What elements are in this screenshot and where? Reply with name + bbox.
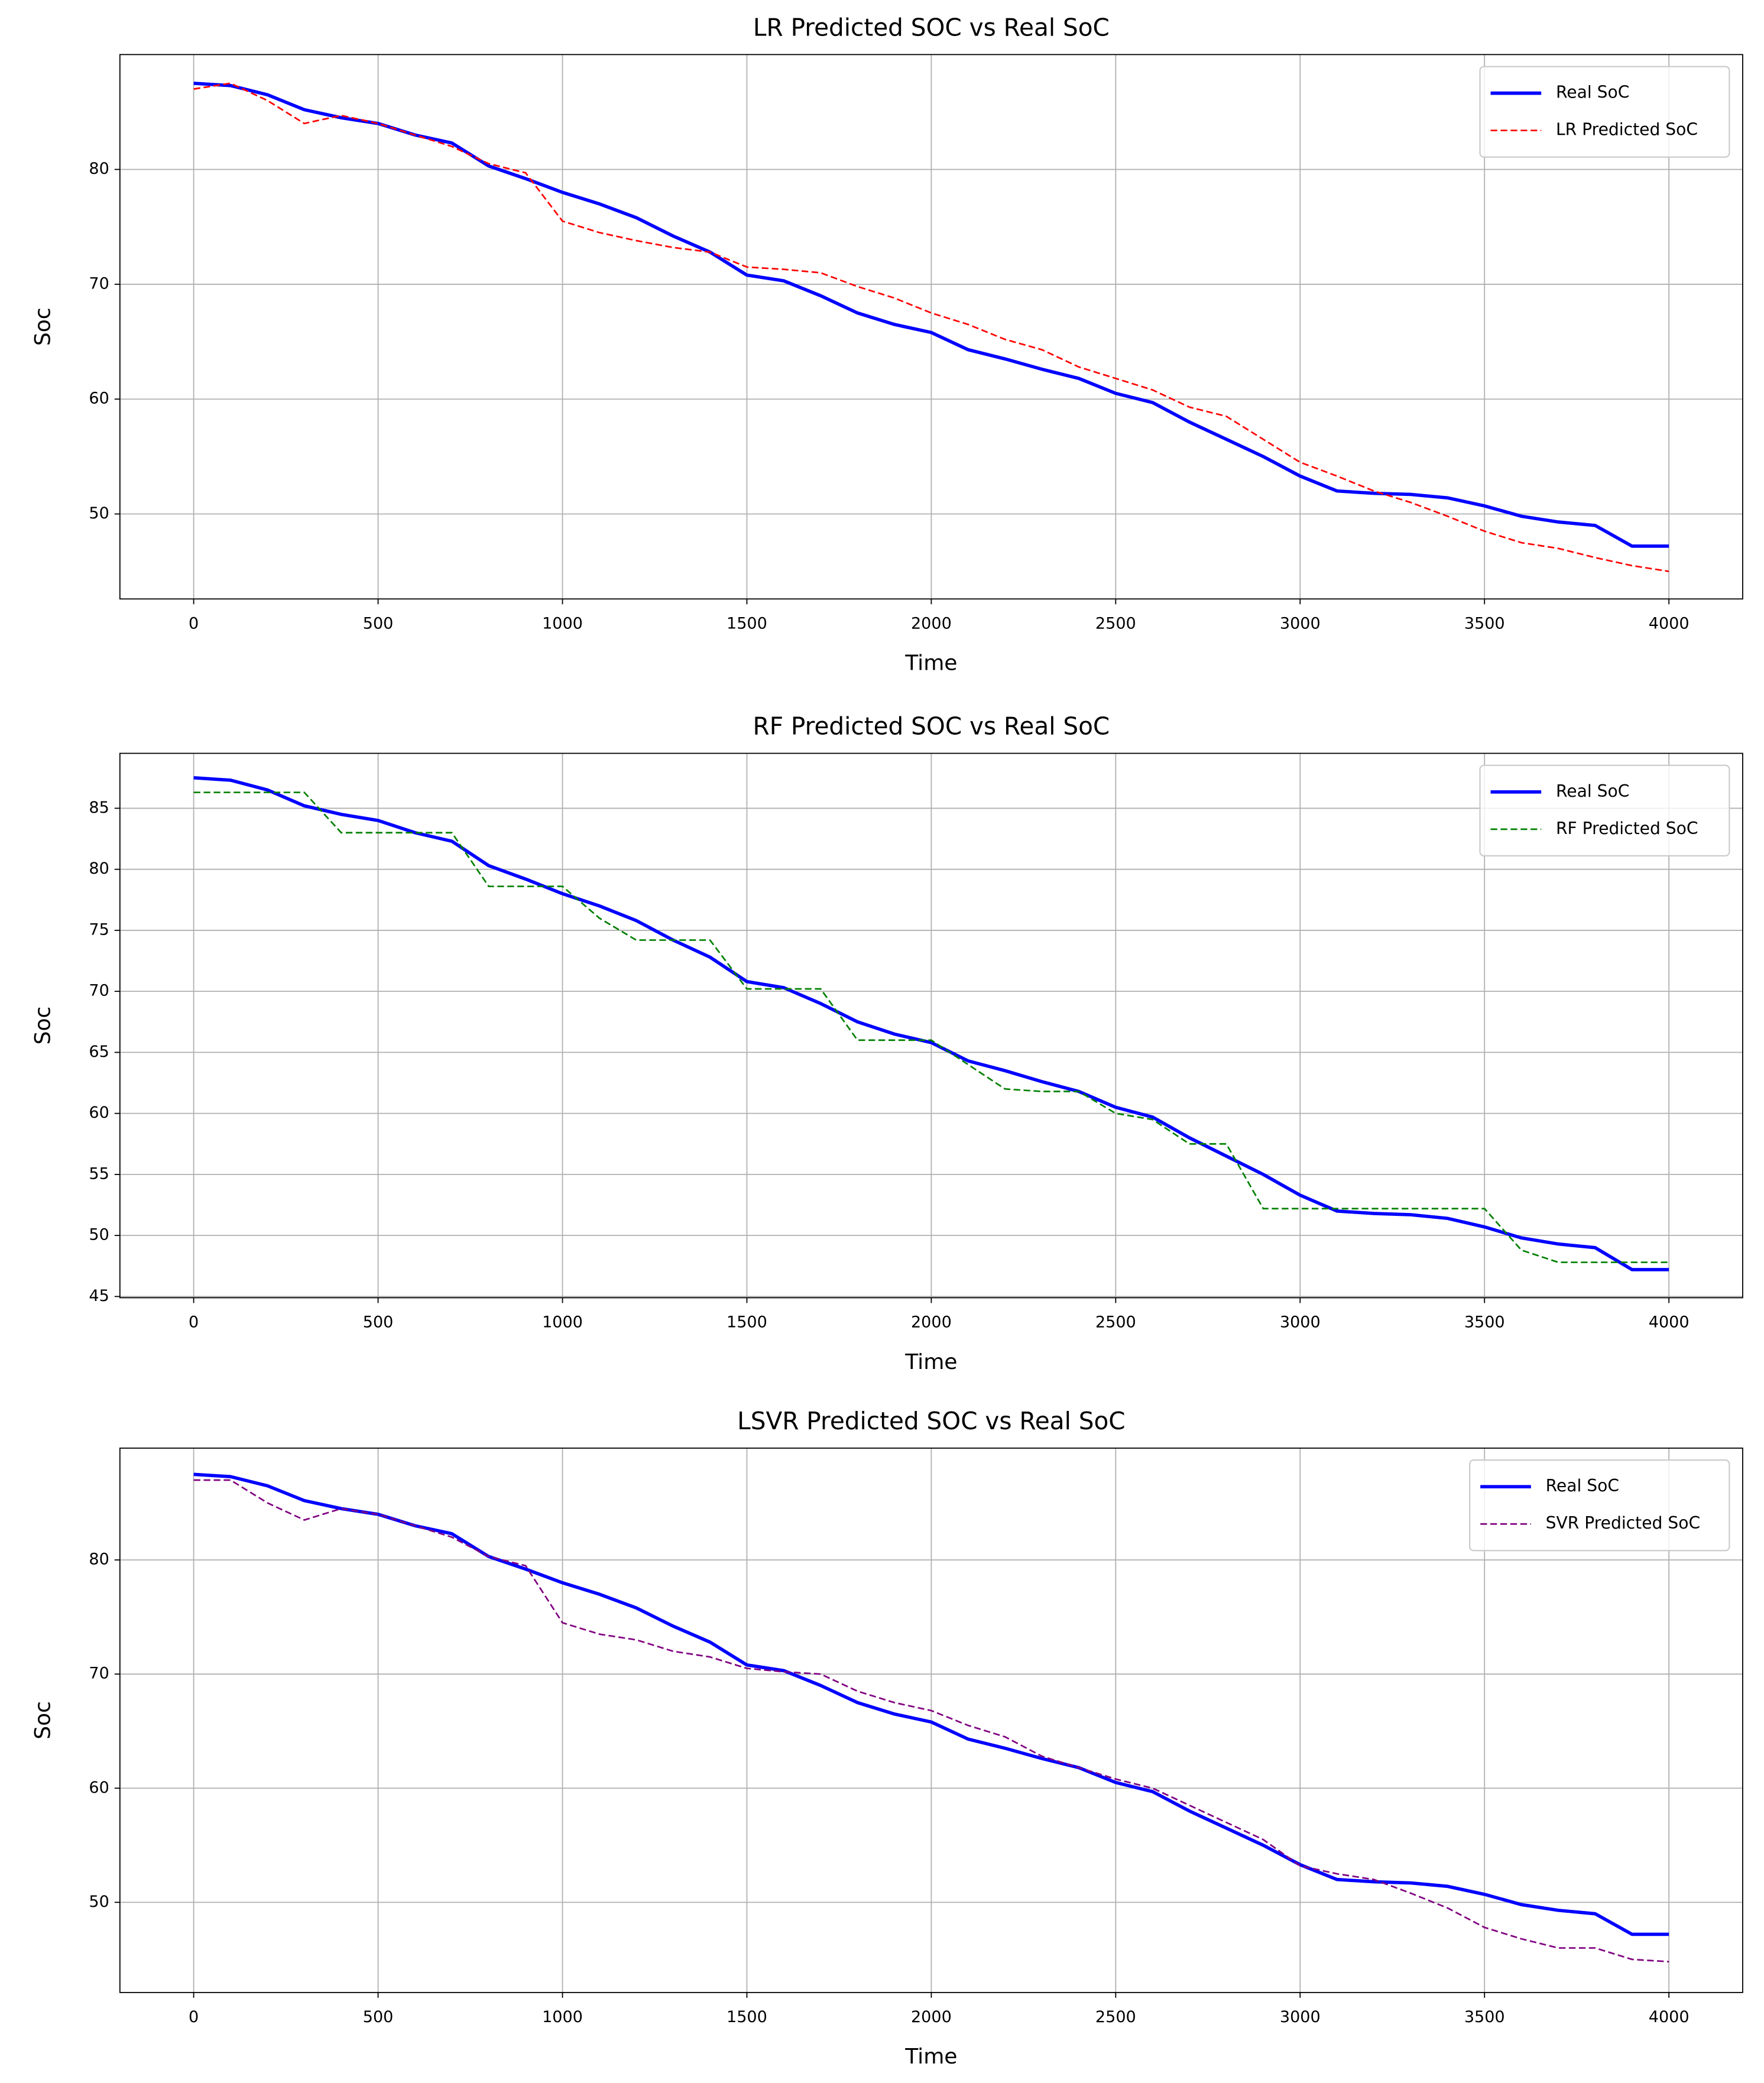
data-line xyxy=(193,1472,1669,1936)
y-tick-label: 55 xyxy=(89,1164,109,1183)
x-tick-label: 3500 xyxy=(1464,1313,1505,1332)
chart-title: LSVR Predicted SOC vs Real SoC xyxy=(737,1407,1125,1435)
x-tick-label: 500 xyxy=(363,2008,394,2026)
y-tick-label: 80 xyxy=(89,1550,109,1569)
y-tick-label: 50 xyxy=(89,1226,109,1244)
y-tick-label: 80 xyxy=(89,859,109,878)
y-tick-label: 85 xyxy=(89,799,109,817)
legend: Real SoC SVR Predicted SoC xyxy=(1469,1459,1730,1552)
y-tick-label: 60 xyxy=(89,1779,109,1797)
y-tick-label: 65 xyxy=(89,1043,109,1061)
x-tick-label: 2000 xyxy=(911,1313,952,1332)
y-tick-label: 70 xyxy=(89,274,109,293)
legend-label: RF Predicted SoC xyxy=(1556,819,1698,838)
y-tick-label: 80 xyxy=(89,160,109,178)
legend-label: LR Predicted SoC xyxy=(1556,120,1698,139)
legend-label: Real SoC xyxy=(1546,1476,1619,1495)
data-line xyxy=(193,82,1669,548)
plot-frame xyxy=(119,54,1743,600)
x-tick-label: 2000 xyxy=(911,615,952,633)
plot-frame xyxy=(119,1448,1743,1993)
x-axis-label: Time xyxy=(904,1350,957,1374)
y-tick-label: 50 xyxy=(89,504,109,523)
y-tick-label: 70 xyxy=(89,982,109,1000)
x-tick-label: 4000 xyxy=(1649,2008,1690,2026)
y-tick-label: 75 xyxy=(89,920,109,939)
chart-title: LR Predicted SOC vs Real SoC xyxy=(753,14,1110,42)
y-tick-label: 45 xyxy=(89,1287,109,1305)
x-tick-label: 1000 xyxy=(542,1313,583,1332)
x-axis-label: Time xyxy=(904,2045,957,2069)
x-tick-label: 500 xyxy=(363,1313,394,1332)
x-tick-label: 3500 xyxy=(1464,615,1505,633)
data-line xyxy=(193,776,1669,1271)
legend-box xyxy=(1469,1459,1730,1552)
y-tick-label: 60 xyxy=(89,390,109,408)
legend-label: Real SoC xyxy=(1556,781,1629,801)
x-tick-label: 2500 xyxy=(1095,2008,1136,2026)
legend-box xyxy=(1479,764,1730,857)
subplot: LR Predicted SOC vs Real SoC 0 500 1000 1500… xyxy=(31,14,1743,676)
y-tick-label: 70 xyxy=(89,1665,109,1683)
legend: Real SoC LR Predicted SoC xyxy=(1479,66,1730,158)
legend-label: Real SoC xyxy=(1556,83,1629,102)
x-tick-label: 500 xyxy=(363,615,394,633)
plot-frame xyxy=(119,752,1743,1299)
y-axis-label: Soc xyxy=(31,307,55,346)
data-line xyxy=(193,1479,1669,1963)
legend-box xyxy=(1479,66,1730,158)
x-tick-label: 3000 xyxy=(1280,615,1321,633)
x-tick-label: 1000 xyxy=(542,615,583,633)
x-tick-label: 1500 xyxy=(727,615,767,633)
x-tick-label: 2500 xyxy=(1095,1313,1136,1332)
x-tick-label: 3000 xyxy=(1280,1313,1321,1332)
legend: Real SoC RF Predicted SoC xyxy=(1479,764,1730,857)
x-tick-label: 0 xyxy=(189,1313,199,1332)
chart-title: RF Predicted SOC vs Real SoC xyxy=(753,712,1110,741)
x-axis-label: Time xyxy=(904,651,957,676)
y-axis-label: Soc xyxy=(31,1701,55,1740)
x-tick-label: 4000 xyxy=(1649,615,1690,633)
subplot: RF Predicted SOC vs Real SoC 0 500 1000 1500… xyxy=(31,712,1743,1374)
y-tick-label: 60 xyxy=(89,1104,109,1122)
x-tick-label: 0 xyxy=(189,615,199,633)
x-tick-label: 2000 xyxy=(911,2008,952,2026)
subplot: LSVR Predicted SOC vs Real SoC 0 500 1000 15… xyxy=(31,1407,1743,2069)
data-line xyxy=(193,791,1669,1263)
x-tick-label: 1500 xyxy=(727,1313,767,1332)
y-tick-label: 50 xyxy=(89,1893,109,1911)
x-tick-label: 3500 xyxy=(1464,2008,1505,2026)
x-tick-label: 1000 xyxy=(542,2008,583,2026)
x-tick-label: 3000 xyxy=(1280,2008,1321,2026)
legend-label: SVR Predicted SoC xyxy=(1546,1513,1701,1533)
x-tick-label: 2500 xyxy=(1095,615,1136,633)
x-tick-label: 0 xyxy=(189,2008,199,2026)
x-tick-label: 1500 xyxy=(727,2008,767,2026)
data-line xyxy=(193,82,1669,572)
y-axis-label: Soc xyxy=(31,1007,55,1045)
x-tick-label: 4000 xyxy=(1649,1313,1690,1332)
